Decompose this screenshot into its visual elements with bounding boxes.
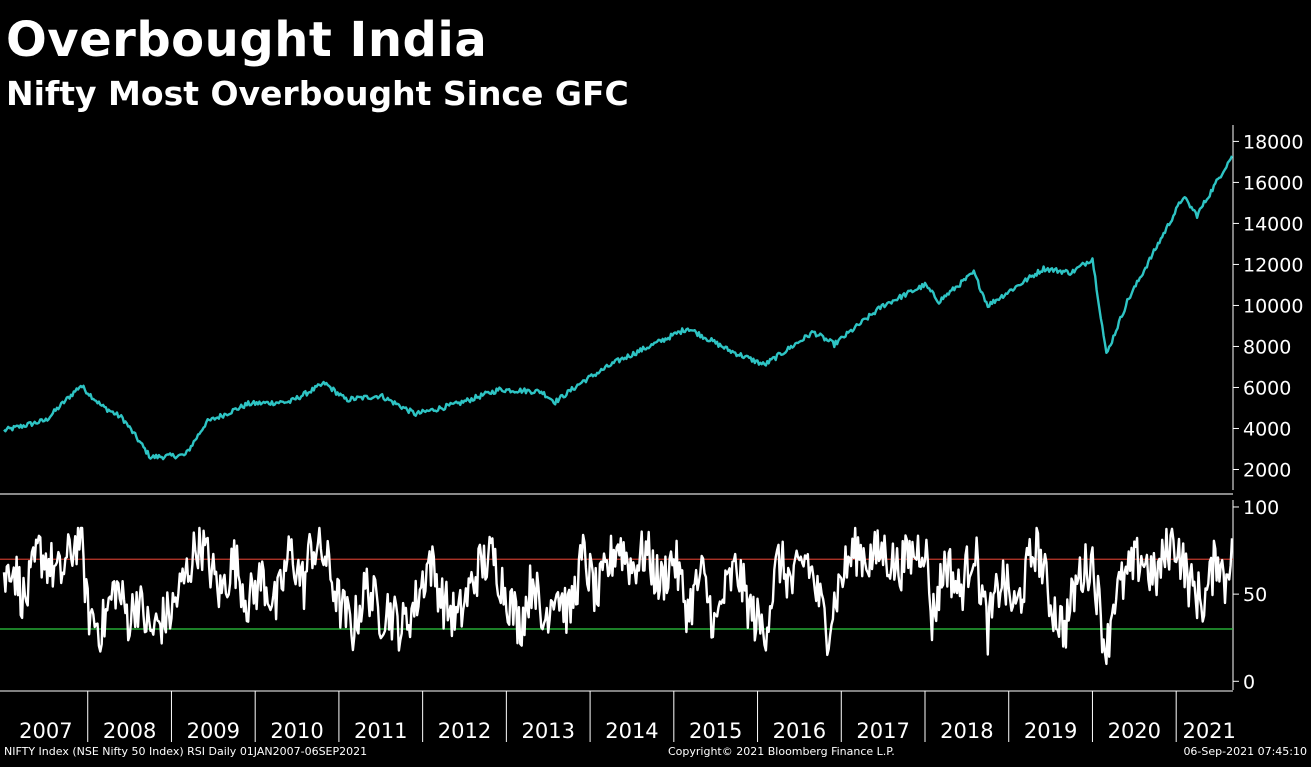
- x-tick-label: 2014: [605, 719, 658, 743]
- price-tick-label: 10000: [1243, 295, 1303, 317]
- price-series-line: [3, 155, 1234, 461]
- rsi-tick-label: 50: [1243, 584, 1267, 606]
- price-tick-label: 12000: [1243, 254, 1303, 276]
- price-tick-label: 2000: [1243, 459, 1291, 481]
- timestamp: 06-Sep-2021 07:45:10: [1183, 745, 1307, 758]
- x-tick-label: 2008: [103, 719, 156, 743]
- x-tick-label: 2013: [522, 719, 575, 743]
- x-tick-label: 2019: [1024, 719, 1077, 743]
- rsi-series-line: [2, 526, 1234, 666]
- price-tick-label: 6000: [1243, 377, 1291, 399]
- x-tick-label: 2015: [689, 719, 742, 743]
- x-tick-label: 2012: [438, 719, 491, 743]
- rsi-panel: 0 50 100: [0, 497, 1279, 693]
- price-tick-label: 14000: [1243, 213, 1303, 235]
- x-tick-label: 2009: [187, 719, 240, 743]
- price-tick-label: 18000: [1243, 131, 1303, 153]
- x-tick-label: 2007: [19, 719, 72, 743]
- chart-subtitle: Nifty Most Overbought Since GFC: [6, 74, 629, 113]
- copyright-note: Copyright© 2021 Bloomberg Finance L.P.: [668, 745, 895, 758]
- price-panel: 2000 4000 6000 8000 10000 12000 14000 16000 1800…: [0, 125, 1303, 495]
- x-tick-label: 2020: [1108, 719, 1161, 743]
- price-tick-label: 4000: [1243, 418, 1291, 440]
- price-tick-label: 8000: [1243, 336, 1291, 358]
- x-tick-label: 2011: [354, 719, 407, 743]
- price-tick-label: 16000: [1243, 172, 1303, 194]
- x-tick-label: 2017: [856, 719, 909, 743]
- x-tick-label: 2018: [940, 719, 993, 743]
- rsi-tick-label: 0: [1243, 671, 1255, 693]
- x-axis: 2007 2008 2009 2010 2011 2012 2013 2014 2015 2016…: [0, 690, 1236, 743]
- x-tick-label: 2010: [270, 719, 323, 743]
- source-note: NIFTY Index (NSE Nifty 50 Index) RSI Dai…: [4, 745, 368, 758]
- x-tick-label: 2021: [1182, 719, 1235, 743]
- chart-title: Overbought India: [6, 12, 488, 68]
- rsi-tick-label: 100: [1243, 497, 1279, 519]
- x-tick-label: 2016: [773, 719, 826, 743]
